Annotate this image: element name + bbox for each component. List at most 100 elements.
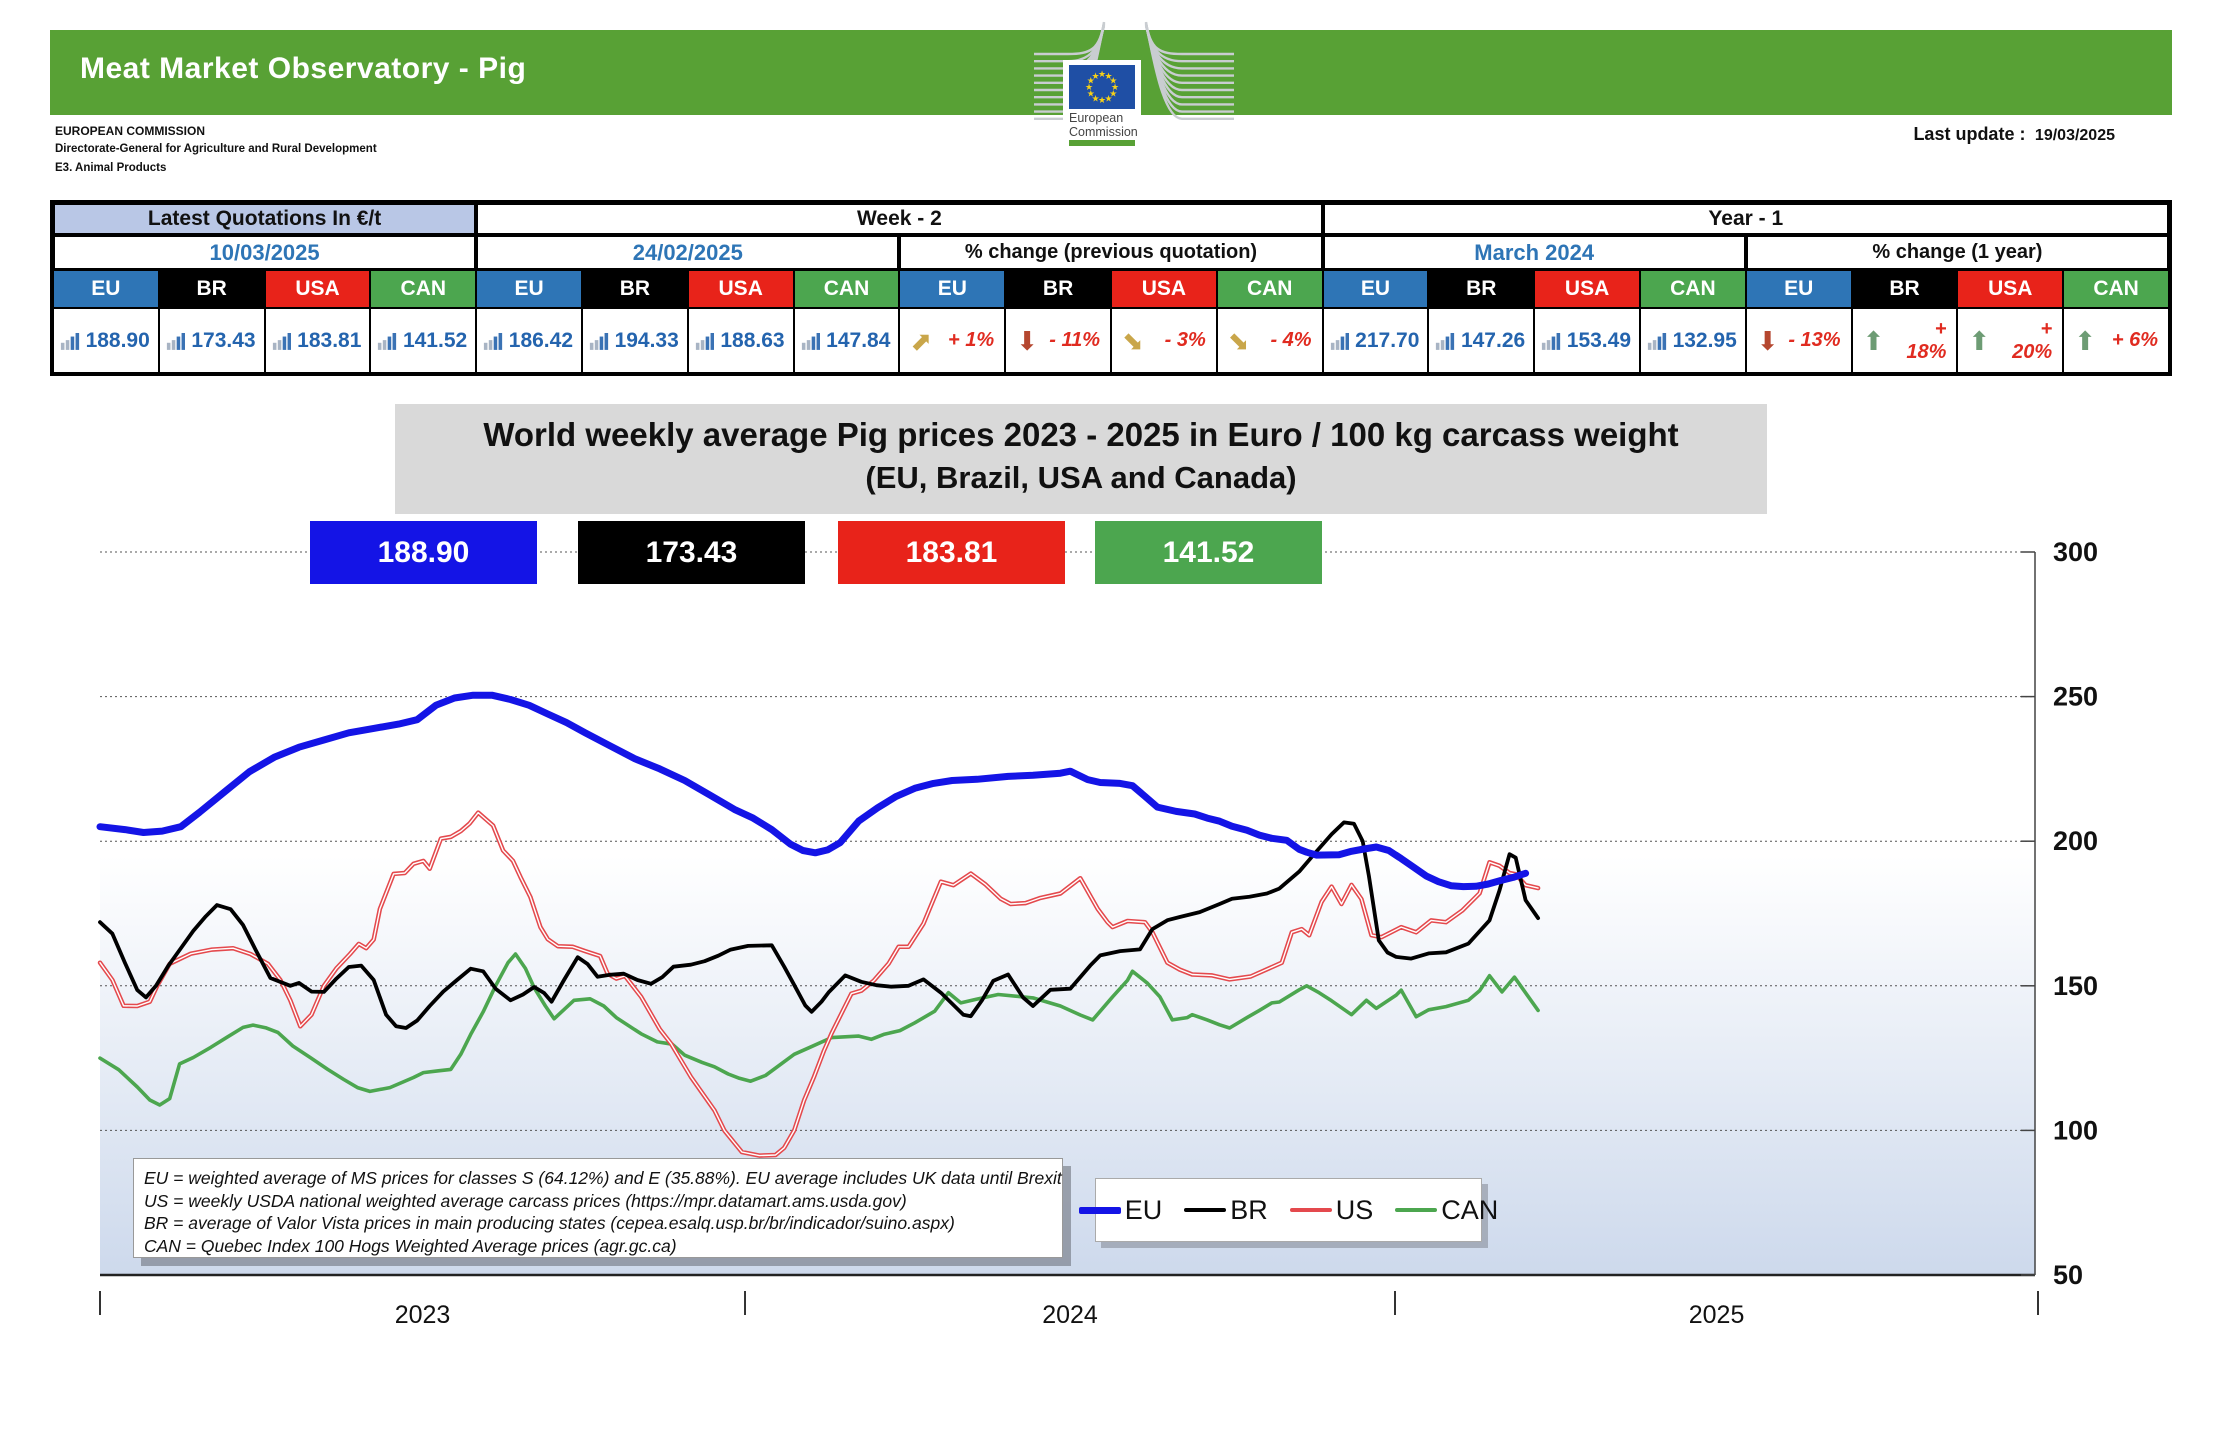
latest-quotations-header: Latest Quotations In €/t: [53, 203, 477, 235]
y-tick-label-150: 150: [2053, 971, 2098, 1001]
year1-change-can: ⬆ + 6%: [2063, 308, 2169, 373]
quote-value: 147.84: [826, 328, 891, 352]
week2-pct-title: % change (previous quotation): [899, 235, 1323, 270]
up-arrow-icon: ⬆: [1968, 325, 1991, 356]
x-tick-label-2025: 2025: [1689, 1301, 1745, 1329]
country-header-br: BR: [1851, 270, 1958, 308]
country-header-eu: EU: [1322, 270, 1429, 308]
bar-chart-icon: [801, 332, 820, 350]
week2-date: 24/02/2025: [476, 235, 900, 270]
country-header-can: CAN: [2063, 270, 2169, 308]
country-header-can: CAN: [1216, 270, 1323, 308]
pct-change-value: - 4%: [1270, 329, 1312, 351]
legend-item-br: BR: [1184, 1195, 1268, 1226]
year1-value-br: 147.26: [1428, 308, 1535, 373]
pct-change-value: - 11%: [1049, 329, 1100, 351]
pct-change-value: - 13%: [1788, 329, 1841, 351]
svg-text:★: ★: [1098, 69, 1106, 79]
country-header-can: CAN: [793, 270, 900, 308]
bar-chart-icon: [484, 332, 503, 350]
callout-eu-price: 188.90: [310, 521, 537, 584]
series-line-can: [98, 952, 1540, 1107]
svg-text:★: ★: [1091, 71, 1099, 81]
y-tick-label-300: 300: [2053, 537, 2098, 567]
country-header-eu: EU: [53, 270, 159, 308]
bar-chart-icon: [1542, 332, 1561, 350]
series-line-eu: [96, 691, 1530, 891]
country-header-usa: USA: [1534, 270, 1640, 308]
legend-swatch-br: [1184, 1208, 1227, 1212]
footnote-box: EU = weighted average of MS prices for c…: [133, 1158, 1063, 1258]
org-name: EUROPEAN COMMISSION: [55, 124, 206, 138]
last-update: Last update : 19/03/2025: [1700, 124, 2115, 145]
legend-label: BR: [1230, 1194, 1268, 1225]
svg-text:★: ★: [1111, 82, 1119, 92]
latest-value-eu: 188.90: [53, 308, 159, 373]
ne-arrow-icon: ⬈: [910, 325, 933, 356]
pct-change-value: - 3%: [1164, 329, 1206, 351]
week2-change-usa: ⬊ - 3%: [1111, 308, 1217, 373]
x-tick-label-2023: 2023: [395, 1301, 451, 1329]
legend-label: EU: [1124, 1194, 1163, 1225]
se-arrow-icon: ⬊: [1122, 325, 1144, 356]
country-header-can: CAN: [1640, 270, 1746, 308]
week2-value-usa: 188.63: [687, 308, 794, 373]
quote-value: 186.42: [508, 328, 573, 352]
org-unit: E3. Animal Products: [55, 162, 167, 174]
down-arrow-icon: ⬇: [1016, 325, 1038, 356]
week2-value-br: 194.33: [582, 308, 688, 373]
country-header-eu: EU: [899, 270, 1006, 308]
bar-chart-icon: [1436, 332, 1455, 350]
pct-change-value: + 1%: [948, 329, 995, 351]
legend-item-can: CAN: [1395, 1195, 1498, 1226]
year-1-header: Year - 1: [1322, 203, 2169, 235]
bar-chart-icon: [378, 332, 397, 350]
group1-title: Latest Quotations In €/t: [147, 207, 382, 230]
bar-chart-icon: [589, 332, 609, 350]
country-header-eu: EU: [1745, 270, 1852, 308]
quote-value: 147.26: [1460, 328, 1526, 352]
footnote-line-1: EU = weighted average of MS prices for c…: [144, 1168, 1062, 1188]
week2-change-br: ⬇ - 11%: [1005, 308, 1111, 373]
y-tick-label-50: 50: [2053, 1260, 2083, 1290]
quote-value: 188.90: [85, 328, 150, 352]
latest-value-can: 141.52: [370, 308, 477, 373]
pct-change-value: + 6%: [2111, 329, 2158, 351]
up-arrow-icon: ⬆: [1862, 325, 1885, 356]
country-header-br: BR: [1005, 270, 1111, 308]
last-update-label: Last update :: [1913, 124, 2026, 144]
down-arrow-icon: ⬇: [1756, 325, 1779, 356]
european-commission-logo: ★ ★ ★ ★ ★ ★ ★ ★ ★ ★ ★ ★ European Commission: [1028, 12, 1243, 147]
logo-underline: [1069, 140, 1135, 146]
year1-change-usa: ⬆ + 20%: [1957, 308, 2064, 373]
legend-label: US: [1335, 1194, 1374, 1225]
country-header-br: BR: [582, 270, 688, 308]
country-header-can: CAN: [370, 270, 477, 308]
year1-pct-title: % change (1 year): [1745, 235, 2169, 270]
footnote-line-3: BR = average of Valor Vista prices in ma…: [144, 1213, 955, 1233]
chart-title-line2: (EU, Brazil, USA and Canada): [865, 460, 1297, 495]
quote-value: 173.43: [191, 328, 256, 352]
quote-value: 217.70: [1355, 328, 1420, 352]
svg-text:★: ★: [1104, 71, 1112, 81]
svg-text:★: ★: [1098, 95, 1106, 105]
svg-text:★: ★: [1091, 93, 1099, 103]
week2-value-eu: 186.42: [476, 308, 582, 373]
week-2-header: Week - 2: [476, 203, 1323, 235]
group2-title: Week - 2: [856, 207, 942, 230]
svg-text:★: ★: [1109, 76, 1117, 86]
logo-caption: European Commission: [1069, 111, 1138, 139]
svg-text:★: ★: [1087, 76, 1095, 86]
year1-value-usa: 153.49: [1534, 308, 1640, 373]
country-header-br: BR: [1428, 270, 1535, 308]
quote-value: 132.95: [1672, 328, 1737, 352]
up-arrow-icon: ⬆: [2074, 325, 2096, 356]
year1-change-eu: ⬇ - 13%: [1745, 308, 1852, 373]
svg-text:★: ★: [1085, 82, 1093, 92]
chart-title: World weekly average Pig prices 2023 - 2…: [395, 404, 1767, 514]
quote-value: 188.63: [720, 328, 785, 352]
org-directorate: Directorate-General for Agriculture and …: [55, 143, 377, 155]
country-header-eu: EU: [476, 270, 582, 308]
last-update-date: 19/03/2025: [2034, 127, 2115, 144]
callout-usa-price: 183.81: [838, 521, 1065, 584]
